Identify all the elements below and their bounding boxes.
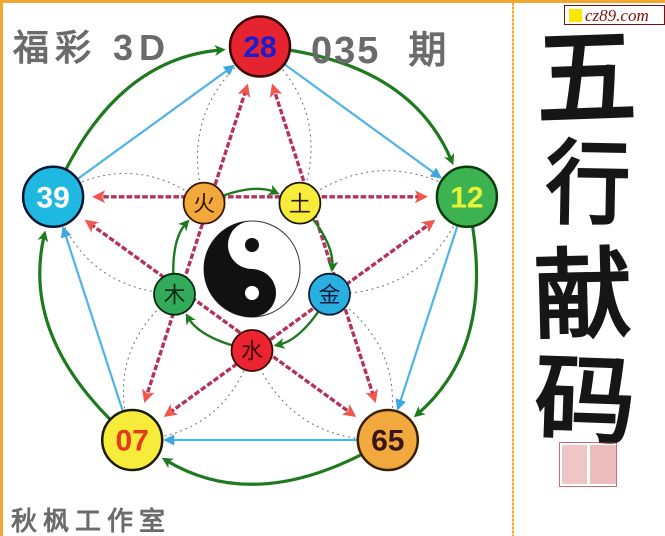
svg-text:木: 木 — [163, 283, 185, 308]
svg-text:12: 12 — [450, 181, 483, 214]
svg-text:65: 65 — [371, 425, 404, 458]
svg-text:水: 水 — [241, 339, 263, 364]
svg-text:火: 火 — [193, 192, 215, 217]
svg-text:39: 39 — [36, 181, 69, 214]
svg-text:金: 金 — [318, 283, 340, 308]
svg-text:土: 土 — [289, 192, 311, 217]
svg-text:28: 28 — [243, 31, 276, 64]
svg-text:07: 07 — [116, 425, 149, 458]
